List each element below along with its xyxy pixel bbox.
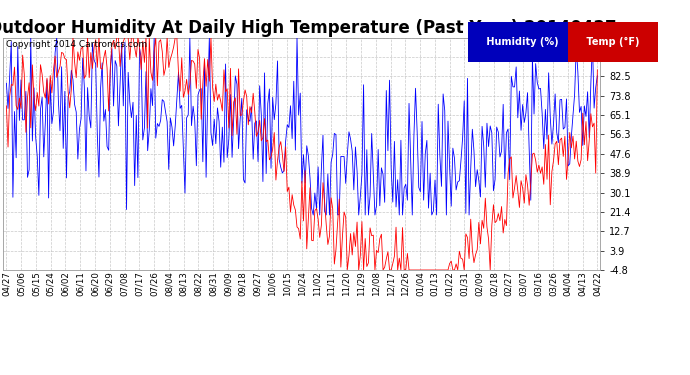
Title: Outdoor Humidity At Daily High Temperature (Past Year) 20140427: Outdoor Humidity At Daily High Temperatu…	[0, 20, 616, 38]
Text: Copyright 2014 Cartronics.com: Copyright 2014 Cartronics.com	[6, 40, 147, 49]
Text: Temp (°F): Temp (°F)	[583, 37, 643, 47]
Text: Humidity (%): Humidity (%)	[483, 37, 562, 47]
